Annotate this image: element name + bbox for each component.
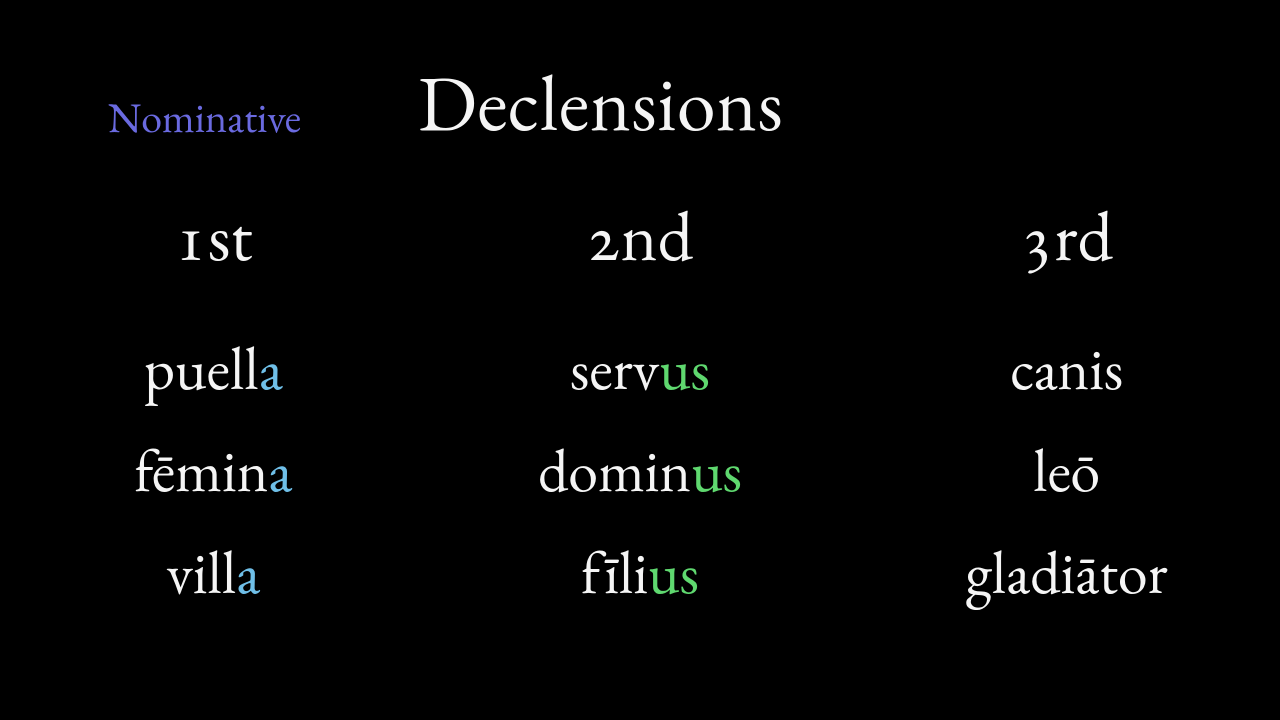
column-2nd: 2nd servus dominus fīlius (427, 190, 854, 623)
word-stem: vill (166, 533, 236, 611)
word-stem: canis (1010, 329, 1123, 407)
word: gladiātor (853, 521, 1280, 623)
word: fīlius (427, 521, 854, 623)
word-ending: us (648, 533, 699, 611)
word: servus (427, 317, 854, 419)
column-header: 3rd (853, 190, 1280, 281)
word-stem: fēmin (134, 431, 268, 509)
word-stem: serv (570, 329, 659, 407)
column-header: 1st (0, 190, 427, 281)
word-stem: gladiātor (966, 533, 1168, 611)
slide-stage: Nominative Declensions 1st puella fēmina… (0, 0, 1280, 720)
column-header: 2nd (427, 190, 854, 281)
column-3rd: 3rd canis leō gladiātor (853, 190, 1280, 623)
word-ending: a (259, 329, 283, 407)
word: canis (853, 317, 1280, 419)
word: villa (0, 521, 427, 623)
word: leō (853, 419, 1280, 521)
word: fēmina (0, 419, 427, 521)
word-stem: leō (1033, 431, 1100, 509)
word-stem: puell (144, 329, 259, 407)
word-ending: a (236, 533, 260, 611)
word-stem: fīli (581, 533, 648, 611)
word-ending: us (659, 329, 710, 407)
word: puella (0, 317, 427, 419)
main-title: Declensions (418, 52, 783, 154)
word-ending: us (691, 431, 742, 509)
case-subtitle: Nominative (108, 90, 301, 145)
word-stem: domin (538, 431, 691, 509)
word-ending: a (268, 431, 292, 509)
declension-columns: 1st puella fēmina villa 2nd servus domin… (0, 190, 1280, 623)
column-1st: 1st puella fēmina villa (0, 190, 427, 623)
word: dominus (427, 419, 854, 521)
